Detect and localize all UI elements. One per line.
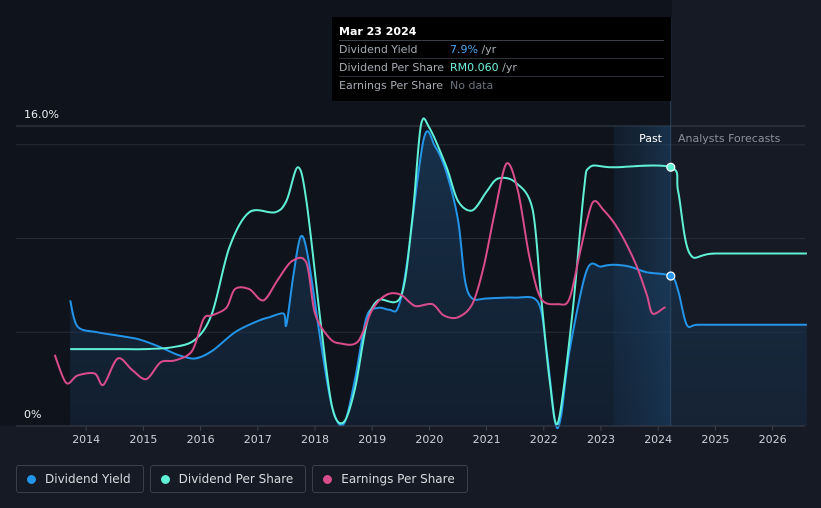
x-tick-label: 2014 — [72, 433, 100, 446]
hover-tooltip: Mar 23 2024 Dividend Yield 7.9% /yr Divi… — [332, 17, 671, 101]
x-tick-label: 2025 — [701, 433, 729, 446]
chart-legend: Dividend Yield Dividend Per Share Earnin… — [16, 465, 468, 493]
x-tick-label: 2016 — [187, 433, 215, 446]
x-tick-label: 2021 — [473, 433, 501, 446]
y-axis-top-label: 16.0% — [24, 108, 59, 121]
legend-label: Earnings Per Share — [341, 472, 455, 486]
x-tick-label: 2017 — [244, 433, 272, 446]
tooltip-label: Dividend Per Share — [339, 61, 445, 74]
tooltip-value: No data — [450, 79, 494, 92]
dividend-yield-hover-marker — [666, 271, 676, 281]
legend-earnings-per-share[interactable]: Earnings Per Share — [312, 465, 468, 493]
tooltip-unit: /yr — [477, 43, 497, 56]
dividend-per-share-swatch-icon — [160, 474, 170, 484]
x-tick-label: 2015 — [129, 433, 157, 446]
tooltip-row-dividend-per-share: Dividend Per Share RM0.060 /yr — [339, 59, 664, 77]
earnings-per-share-line — [53, 162, 666, 387]
tooltip-date: Mar 23 2024 — [339, 23, 664, 41]
legend-label: Dividend Yield — [45, 472, 131, 486]
tooltip-row-dividend-yield: Dividend Yield 7.9% /yr — [339, 41, 664, 59]
dividend-per-share-line — [70, 117, 807, 426]
x-tick-label: 2024 — [644, 433, 672, 446]
legend-dividend-yield[interactable]: Dividend Yield — [16, 465, 144, 493]
dividend-per-share-hover-marker — [666, 162, 676, 172]
analysts-forecasts-label: Analysts Forecasts — [678, 132, 781, 145]
tooltip-value: RM0.060 — [450, 61, 499, 74]
x-tick-label: 2026 — [759, 433, 787, 446]
x-tick-label: 2022 — [530, 433, 558, 446]
tooltip-label: Dividend Yield — [339, 43, 418, 56]
x-tick-label: 2020 — [415, 433, 443, 446]
x-tick-label: 2023 — [587, 433, 615, 446]
dividend-yield-area — [70, 131, 807, 429]
y-axis-bottom-label: 0% — [24, 408, 41, 421]
tooltip-value: 7.9% — [450, 43, 478, 56]
legend-label: Dividend Per Share — [178, 472, 294, 486]
tooltip-label: Earnings Per Share — [339, 79, 444, 92]
dividend-yield-swatch-icon — [27, 474, 36, 484]
tooltip-unit: /yr — [498, 61, 517, 74]
legend-dividend-per-share[interactable]: Dividend Per Share — [149, 465, 307, 493]
x-tick-label: 2019 — [358, 433, 386, 446]
earnings-per-share-swatch-icon — [323, 474, 333, 484]
tooltip-row-earnings-per-share: Earnings Per Share No data — [339, 77, 664, 94]
x-tick-label: 2018 — [301, 433, 329, 446]
past-label: Past — [639, 132, 663, 145]
